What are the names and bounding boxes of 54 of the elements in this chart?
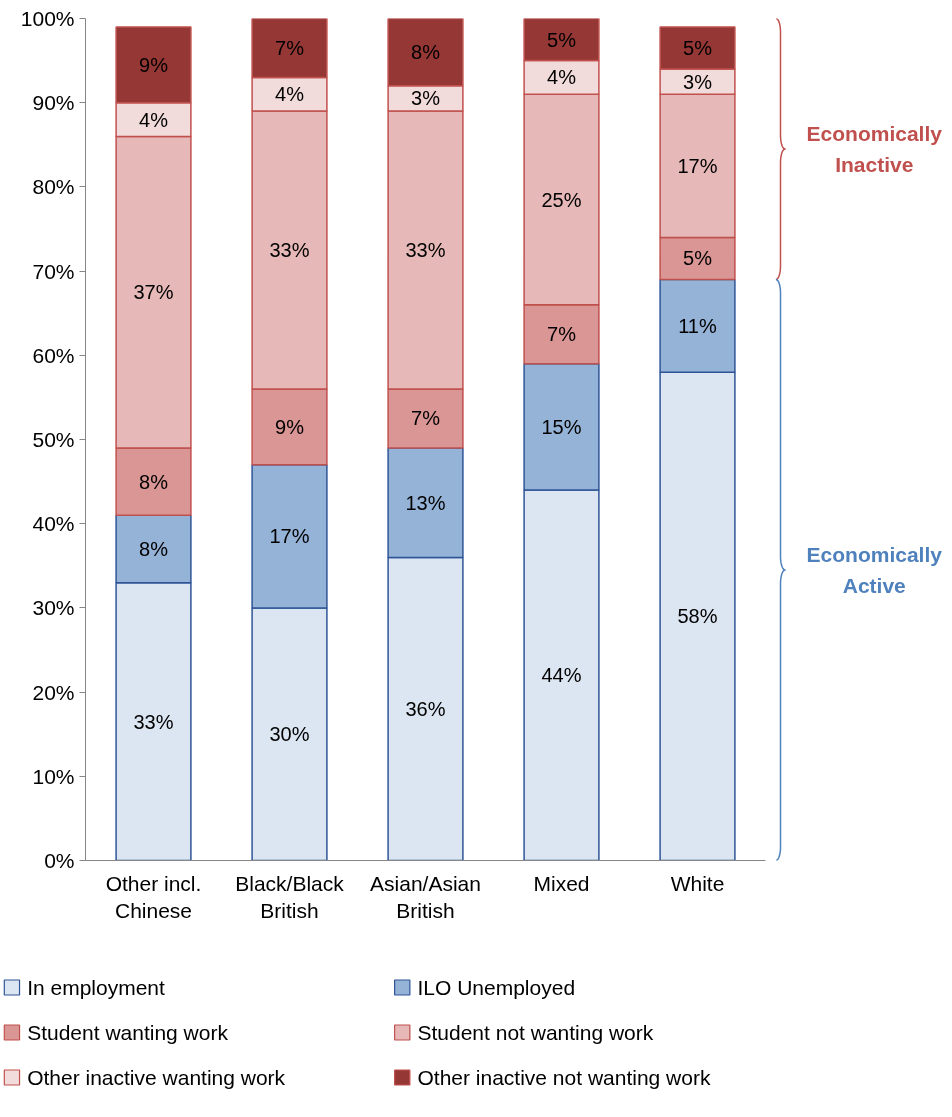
y-tick-label: 50% bbox=[32, 428, 75, 451]
data-label: 3% bbox=[683, 70, 713, 93]
y-tick-label: 80% bbox=[32, 175, 75, 199]
data-label: 36% bbox=[405, 697, 446, 720]
legend-label: Student wanting work bbox=[27, 1021, 229, 1044]
data-label: 37% bbox=[133, 281, 174, 304]
data-label: 4% bbox=[275, 83, 305, 106]
data-label: 8% bbox=[411, 41, 441, 64]
legend-label: Other inactive not wanting work bbox=[417, 1066, 711, 1089]
x-tick-label: Black/Black British bbox=[235, 871, 345, 923]
data-label: 8% bbox=[139, 470, 169, 493]
data-label: 33% bbox=[269, 239, 310, 262]
data-label: 33% bbox=[133, 710, 174, 733]
y-tick-label: 40% bbox=[32, 512, 75, 536]
x-tick-label: Mixed bbox=[533, 871, 590, 895]
data-label: 17% bbox=[677, 154, 718, 177]
data-label: 7% bbox=[547, 323, 577, 346]
data-label: 8% bbox=[139, 537, 169, 560]
data-label: 3% bbox=[411, 87, 441, 110]
y-tick-label: 30% bbox=[32, 596, 75, 620]
legend-label: Other inactive wanting work bbox=[27, 1066, 286, 1089]
data-label: 7% bbox=[275, 36, 305, 59]
data-label: 4% bbox=[139, 108, 169, 131]
text: Economically Active bbox=[806, 542, 943, 598]
data-label: 58% bbox=[677, 605, 718, 628]
data-label: 5% bbox=[547, 28, 577, 51]
y-tick-label: 20% bbox=[32, 680, 75, 704]
text: Economically Inactive bbox=[806, 121, 943, 177]
data-label: 17% bbox=[269, 525, 310, 548]
y-tick-label: 90% bbox=[32, 91, 75, 115]
data-label: 30% bbox=[269, 723, 310, 746]
legend-label: ILO Unemployed bbox=[417, 976, 576, 999]
data-label: 5% bbox=[683, 247, 713, 270]
data-label: 33% bbox=[405, 239, 446, 262]
y-tick-label: 70% bbox=[32, 259, 75, 283]
x-tick-label: White bbox=[670, 871, 725, 895]
y-tick-label: 60% bbox=[32, 343, 75, 367]
data-label: 11% bbox=[678, 314, 717, 337]
y-tick-label: 10% bbox=[32, 764, 75, 788]
data-label: 7% bbox=[411, 407, 441, 430]
data-label: 44% bbox=[541, 664, 582, 687]
data-label: 9% bbox=[139, 53, 169, 76]
x-tick-label: Other incl. Chinese bbox=[105, 871, 202, 923]
legend-label: Student not wanting work bbox=[417, 1021, 654, 1044]
data-label: 25% bbox=[541, 188, 582, 211]
data-label: 5% bbox=[683, 36, 713, 59]
y-tick-label: 0% bbox=[44, 849, 75, 872]
legend-label: In employment bbox=[27, 976, 166, 999]
data-label: 13% bbox=[405, 491, 446, 514]
y-tick-label: 100% bbox=[20, 7, 75, 30]
data-label: 9% bbox=[275, 415, 305, 438]
data-label: 15% bbox=[541, 415, 582, 438]
data-label: 4% bbox=[547, 66, 577, 89]
x-tick-label: Asian/Asian British bbox=[370, 871, 481, 923]
